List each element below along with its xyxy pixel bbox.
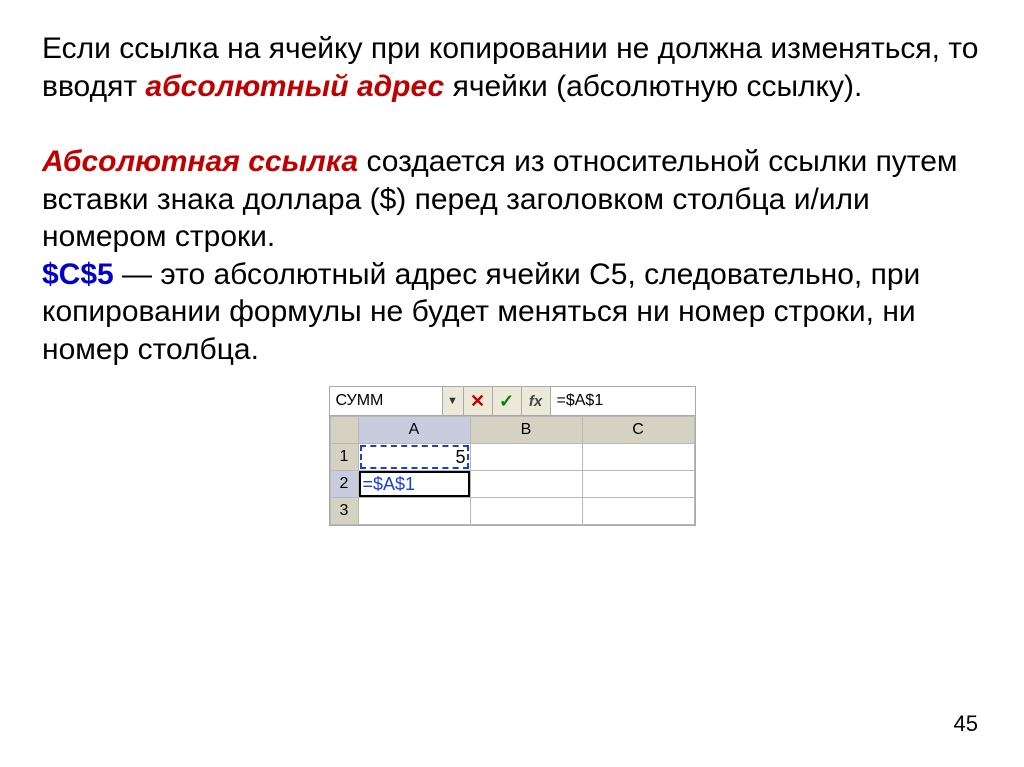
excel-screenshot: СУММ ▼ ✕ ✓ fx =$A$1 A B C 1 5 (42, 386, 982, 526)
cancel-icon[interactable]: ✕ (464, 387, 493, 415)
formula-bar: СУММ ▼ ✕ ✓ fx =$A$1 (330, 387, 695, 416)
cell-a2-value: =$A$1 (363, 474, 416, 494)
column-header-c[interactable]: C (582, 417, 694, 444)
p1-emphasis: абсолютный адрес (145, 70, 444, 103)
row-header-3[interactable]: 3 (330, 498, 358, 525)
row-header-2[interactable]: 2 (330, 471, 358, 498)
name-box-dropdown-icon[interactable]: ▼ (443, 387, 464, 415)
name-box[interactable]: СУММ (330, 387, 443, 415)
paragraph-3: $C$5 — это абсолютный адрес ячейки С5, с… (42, 256, 982, 369)
row-header-1[interactable]: 1 (330, 444, 358, 471)
fx-icon[interactable]: fx (522, 387, 551, 415)
formula-input[interactable]: =$A$1 (551, 387, 695, 415)
marching-ants-border (360, 445, 469, 469)
p3-emphasis: $C$5 (42, 258, 114, 291)
page-number: 45 (954, 711, 978, 737)
cell-a3[interactable] (358, 498, 470, 525)
cell-c1[interactable] (582, 444, 694, 471)
cell-b2[interactable] (470, 471, 582, 498)
cell-a2[interactable]: =$A$1 (358, 471, 470, 498)
cell-c2[interactable] (582, 471, 694, 498)
select-all-corner[interactable] (330, 417, 358, 444)
paragraph-2: Абсолютная ссылка создается из относител… (42, 143, 982, 256)
slide-content: Если ссылка на ячейку при копировании не… (0, 0, 1024, 526)
cell-b1[interactable] (470, 444, 582, 471)
excel-panel: СУММ ▼ ✕ ✓ fx =$A$1 A B C 1 5 (329, 386, 696, 526)
p2-emphasis: Абсолютная ссылка (42, 145, 358, 178)
column-header-a[interactable]: A (358, 417, 470, 444)
cell-b3[interactable] (470, 498, 582, 525)
p1-post: ячейки (абсолютную ссылку). (444, 70, 862, 103)
cell-a1[interactable]: 5 (358, 444, 470, 471)
spreadsheet-grid: A B C 1 5 2 =$A$1 (330, 416, 695, 525)
cell-c3[interactable] (582, 498, 694, 525)
cell-a1-value: 5 (455, 447, 465, 467)
p3-post: — это абсолютный адрес ячейки С5, следов… (42, 258, 920, 366)
enter-icon[interactable]: ✓ (493, 387, 522, 415)
column-header-b[interactable]: B (470, 417, 582, 444)
paragraph-1: Если ссылка на ячейку при копировании не… (42, 30, 982, 105)
